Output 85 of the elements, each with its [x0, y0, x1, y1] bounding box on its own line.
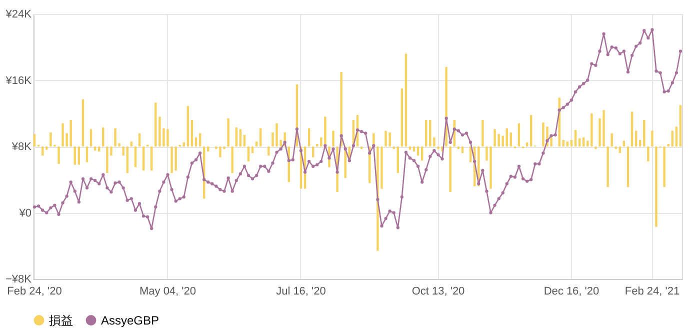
bar — [150, 146, 153, 171]
bar — [574, 130, 577, 146]
bar — [429, 120, 432, 146]
bar — [166, 129, 169, 146]
bar — [255, 142, 258, 146]
bar — [33, 134, 36, 146]
bar — [643, 120, 646, 146]
bar — [400, 88, 404, 146]
bar — [106, 146, 108, 173]
bar — [449, 146, 452, 192]
bar — [494, 129, 496, 146]
bar — [122, 146, 124, 156]
bar — [158, 116, 161, 146]
bar — [102, 127, 104, 146]
bar — [679, 105, 682, 146]
bar — [235, 127, 238, 146]
bar — [154, 102, 157, 146]
bar — [231, 146, 234, 173]
x-tick-label: Dec 16, '20 — [544, 286, 600, 298]
bar — [626, 146, 630, 188]
bar — [655, 146, 658, 227]
bar — [566, 142, 569, 146]
bar — [46, 146, 48, 150]
bar — [98, 146, 100, 152]
bar — [651, 130, 654, 146]
bar — [207, 146, 210, 152]
bar — [384, 130, 387, 146]
bar — [90, 129, 92, 146]
y-tick-label: ¥16K — [4, 74, 32, 87]
bar — [510, 132, 512, 146]
bar — [388, 132, 391, 146]
bar — [482, 120, 484, 146]
y-tick-label: ¥0 — [18, 207, 32, 220]
bar — [276, 123, 278, 146]
bar — [590, 113, 593, 146]
x-tick-label: Feb 24, '20 — [7, 286, 62, 298]
bar — [82, 99, 84, 146]
bar — [578, 138, 581, 146]
bar — [630, 112, 634, 146]
bar — [62, 123, 64, 146]
x-tick-label: May 04, '20 — [139, 286, 196, 298]
bar — [542, 122, 544, 146]
bar — [425, 120, 428, 146]
bar — [502, 136, 504, 146]
bar — [130, 142, 133, 146]
bar — [490, 146, 492, 189]
bar — [227, 118, 230, 146]
bar — [50, 132, 52, 146]
bar — [142, 146, 145, 171]
bar — [170, 146, 173, 173]
bar — [268, 146, 270, 156]
x-tick-label: Feb 24, '21 — [624, 286, 680, 298]
x-tick-label: Jul 16, '20 — [276, 286, 326, 298]
bar — [126, 146, 128, 173]
bar — [610, 133, 613, 146]
bar — [606, 146, 609, 188]
bar — [174, 146, 177, 171]
y-tick-label: ¥24K — [4, 8, 32, 20]
y-tick-label: −¥8K — [6, 274, 32, 286]
bar — [675, 126, 678, 146]
legend-label: AssyeGBP — [101, 313, 160, 328]
bar — [219, 146, 222, 158]
bar — [412, 146, 416, 152]
bar — [663, 146, 666, 188]
y-tick-label: ¥8K — [10, 141, 32, 153]
bar — [647, 146, 650, 162]
bar — [586, 140, 589, 146]
bar — [247, 146, 250, 162]
bar — [239, 129, 242, 146]
bar — [602, 110, 605, 146]
bar — [312, 146, 314, 158]
bar — [622, 140, 626, 146]
bar — [396, 146, 399, 173]
bar — [408, 146, 412, 150]
bar — [420, 146, 424, 161]
bar — [530, 115, 532, 146]
bar — [404, 54, 408, 146]
bar — [324, 116, 326, 146]
bar — [70, 120, 72, 146]
bar — [186, 106, 190, 146]
x-tick-label: Oct 13, '20 — [412, 286, 465, 298]
bar — [58, 146, 60, 164]
bar — [114, 128, 116, 146]
bar — [190, 120, 194, 146]
legend-label: 損益 — [49, 313, 73, 328]
